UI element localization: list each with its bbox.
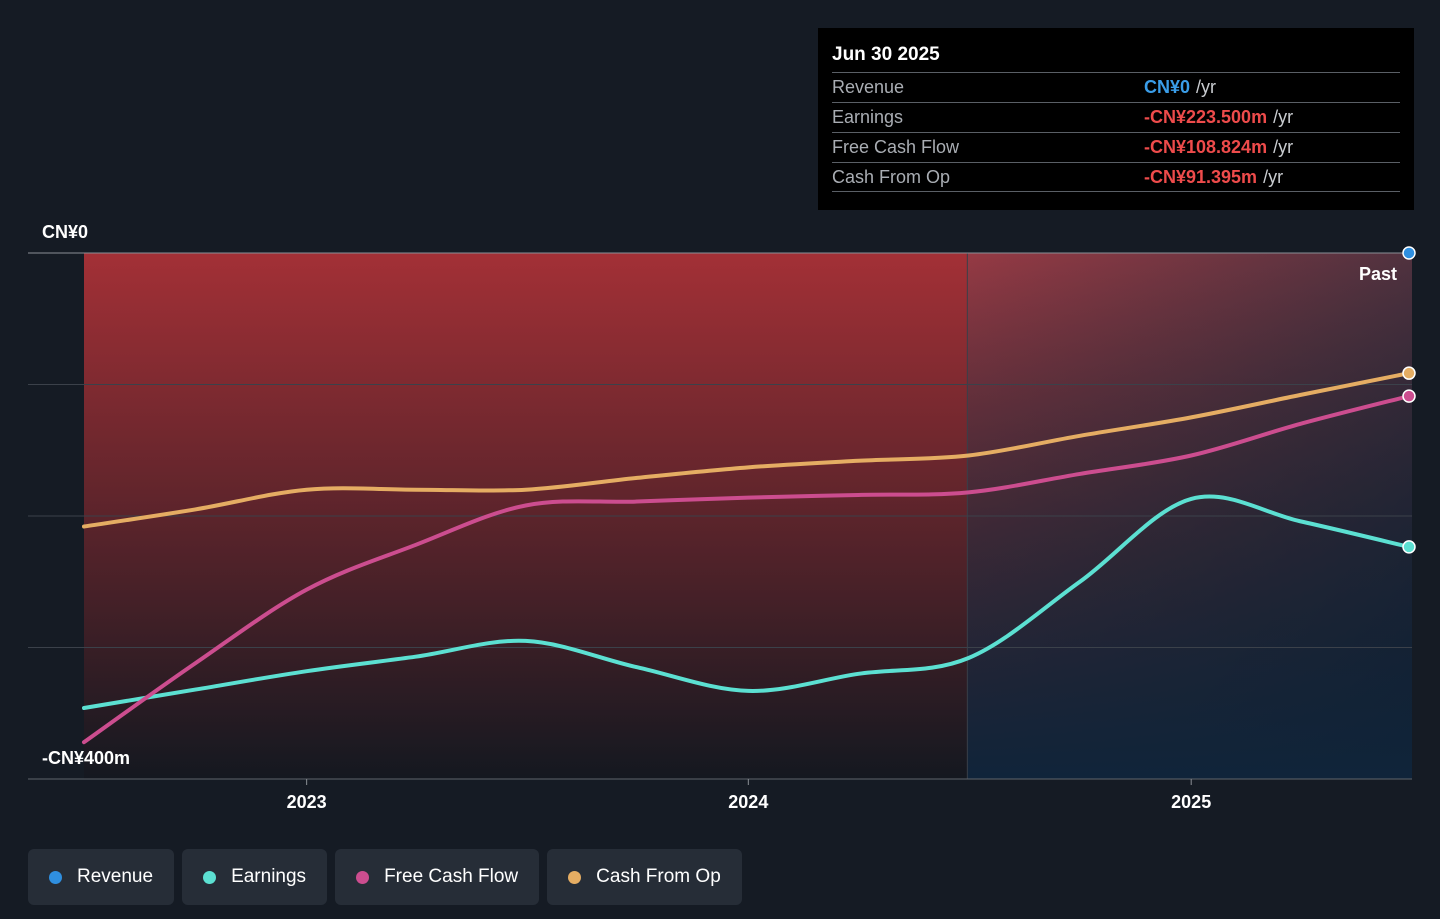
tooltip-unit: /yr bbox=[1263, 166, 1284, 187]
tooltip-label: Cash From Op bbox=[832, 166, 951, 187]
tooltip-value: -CN¥108.824m bbox=[1144, 137, 1268, 157]
tooltip-label: Revenue bbox=[832, 77, 905, 97]
earnings-line bbox=[82, 494, 1411, 710]
legend-dot-icon bbox=[356, 870, 370, 884]
legend-dot-icon bbox=[568, 870, 582, 884]
tooltip-unit: /yr bbox=[1196, 77, 1217, 97]
legend-dot-icon bbox=[203, 870, 217, 884]
y-axis-bottom-label: -CN¥400m bbox=[42, 748, 130, 768]
legend-dot-icon bbox=[49, 870, 62, 884]
x-tick-label: 2025 bbox=[1171, 792, 1211, 812]
tooltip-value: -CN¥223.500m bbox=[1144, 107, 1268, 127]
legend-item-revenue[interactable]: Revenue bbox=[28, 849, 175, 905]
tooltip-panel: Jun 30 2025 Revenue CN¥0 /yr Earnings -C… bbox=[818, 28, 1414, 210]
legend-label: Cash From Op bbox=[596, 866, 721, 887]
tooltip-label: Earnings bbox=[832, 107, 904, 127]
tooltip-row-earnings: Earnings -CN¥223.500m /yr bbox=[832, 102, 1400, 132]
legend-label: Free Cash Flow bbox=[384, 866, 519, 887]
past-label: Past bbox=[1359, 264, 1397, 284]
cash-from-op-end-point bbox=[1402, 366, 1416, 380]
legend-item-cash-from-op[interactable]: Cash From Op bbox=[547, 849, 742, 905]
tooltip-date: Jun 30 2025 bbox=[832, 44, 940, 65]
x-tick-label: 2024 bbox=[728, 792, 768, 812]
tooltip-row-revenue: Revenue CN¥0 /yr bbox=[832, 72, 1400, 102]
y-axis-top-label: CN¥0 bbox=[42, 222, 88, 242]
revenue-end-point bbox=[1402, 246, 1416, 260]
free-cash-flow-end-point bbox=[1402, 389, 1416, 403]
tooltip-row-free-cash-flow: Free Cash Flow -CN¥108.824m /yr bbox=[832, 132, 1400, 162]
legend-label: Earnings bbox=[231, 866, 307, 887]
tooltip-row-cash-from-op: Cash From Op -CN¥91.395m /yr bbox=[832, 162, 1400, 192]
chart-legend: Revenue Earnings Free Cash Flow Cash Fro… bbox=[28, 849, 742, 905]
cash-from-op-line bbox=[82, 371, 1411, 529]
free-cash-flow-line bbox=[82, 394, 1411, 745]
tooltip-value: CN¥0 bbox=[1144, 77, 1191, 97]
tooltip-unit: /yr bbox=[1273, 107, 1294, 127]
tooltip-label: Free Cash Flow bbox=[832, 137, 960, 157]
earnings-end-point bbox=[1402, 540, 1416, 554]
legend-label: Revenue bbox=[77, 866, 154, 887]
legend-item-earnings[interactable]: Earnings bbox=[182, 849, 328, 905]
x-tick-label: 2023 bbox=[287, 792, 327, 812]
legend-item-free-cash-flow[interactable]: Free Cash Flow bbox=[335, 849, 540, 905]
tooltip-unit: /yr bbox=[1273, 137, 1294, 157]
tooltip-value: -CN¥91.395m bbox=[1144, 166, 1258, 187]
